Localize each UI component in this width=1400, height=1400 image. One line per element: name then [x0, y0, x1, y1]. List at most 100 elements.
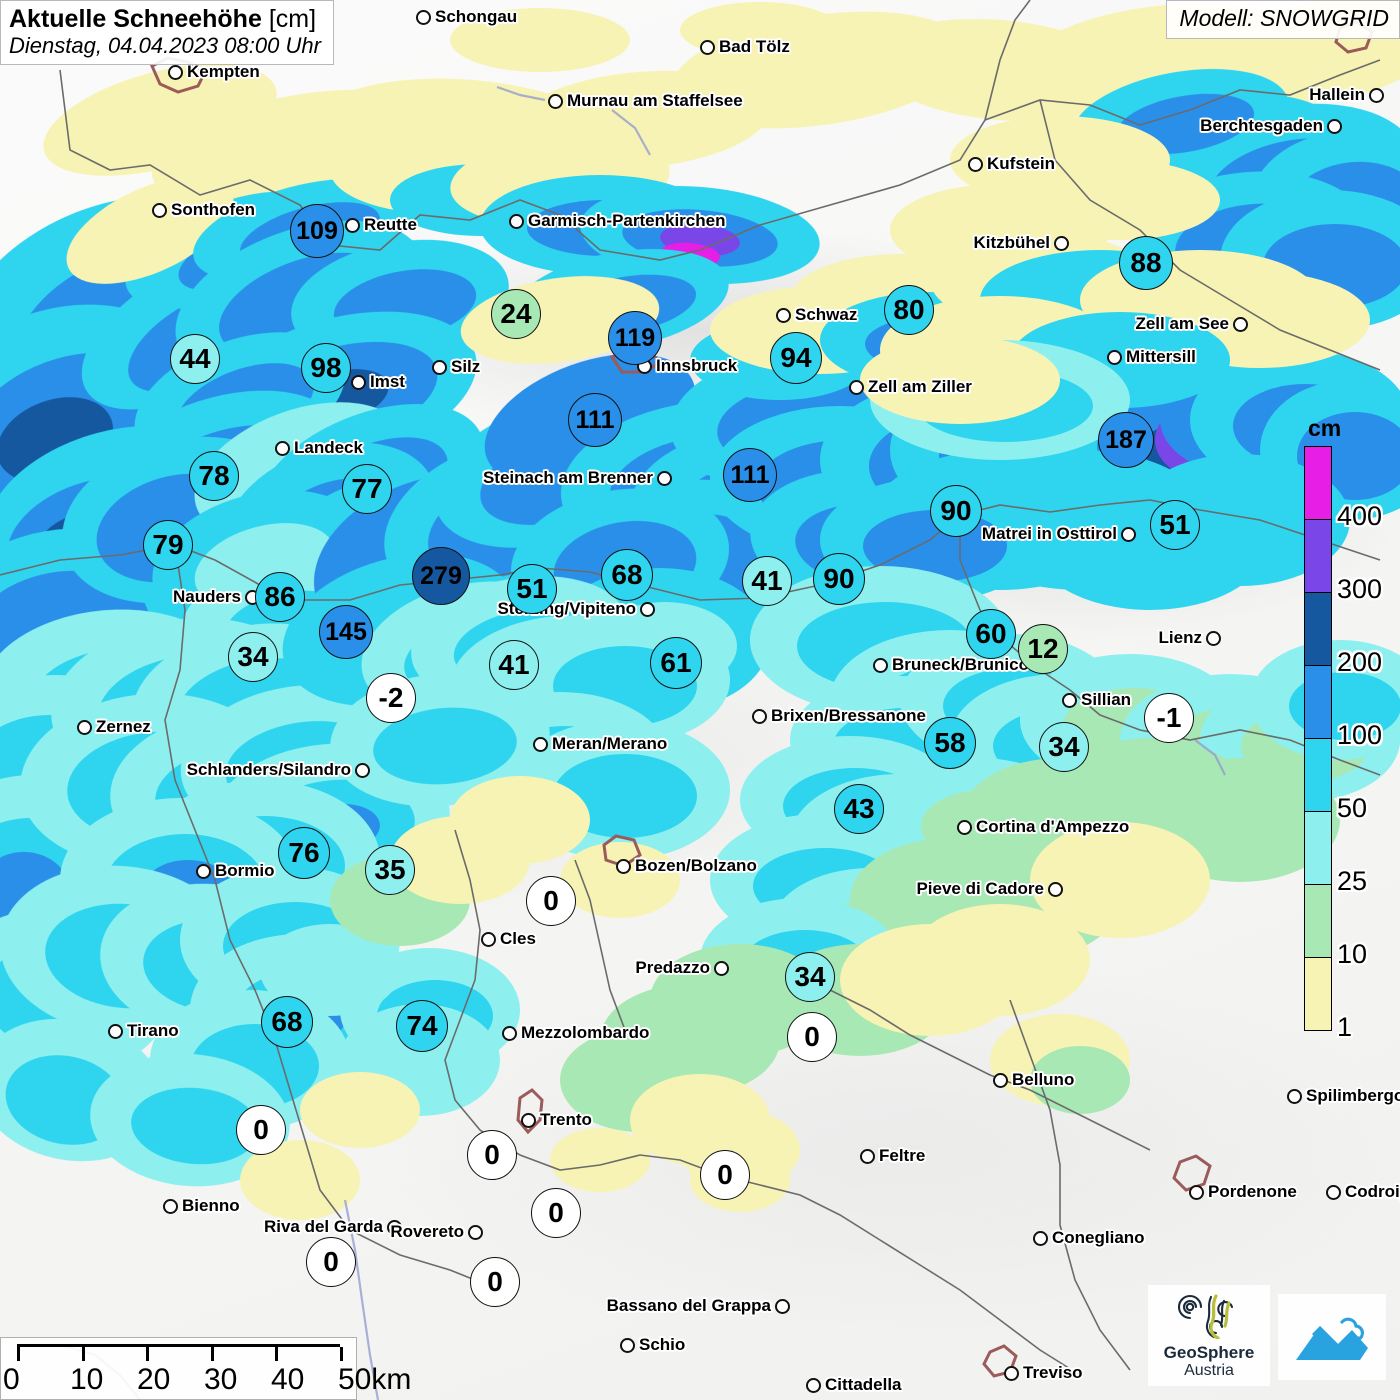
city-marker-icon: [533, 736, 548, 752]
city-marker-icon: [355, 762, 370, 778]
station-value-marker[interactable]: 119: [608, 311, 662, 365]
city-name: Cortina d'Ampezzo: [976, 817, 1130, 836]
station-value-marker[interactable]: 12: [1018, 624, 1068, 674]
station-value-marker[interactable]: 35: [365, 845, 415, 895]
station-value-marker[interactable]: 58: [924, 717, 976, 769]
station-value-marker[interactable]: 90: [813, 553, 865, 605]
city-name: Bozen/Bolzano: [635, 856, 757, 875]
city-label: Kitzbühel: [974, 233, 1069, 253]
station-value-marker[interactable]: 0: [306, 1237, 356, 1287]
geosphere-logo: GeoSphere Austria: [1148, 1284, 1270, 1386]
legend-band-25: 25: [1305, 811, 1367, 896]
city-name: Mezzolombardo: [521, 1023, 650, 1042]
city-name: Zell am See: [1135, 314, 1229, 333]
legend-unit-label: cm: [1308, 415, 1342, 441]
city-marker-icon: [152, 202, 167, 218]
station-value-marker[interactable]: -2: [366, 673, 416, 723]
station-value-marker[interactable]: 68: [261, 996, 313, 1048]
station-value-marker[interactable]: 60: [966, 609, 1016, 659]
station-value-marker[interactable]: 98: [301, 343, 351, 393]
city-name: Garmisch-Partenkirchen: [528, 211, 726, 230]
legend-label-50: 50: [1337, 793, 1368, 823]
city-label: Bruneck/Brunico: [873, 655, 1029, 675]
station-value-marker[interactable]: 0: [526, 876, 576, 926]
city-label: Predazzo: [635, 958, 729, 978]
station-value-marker[interactable]: 78: [189, 451, 239, 501]
city-name: Steinach am Brenner: [482, 468, 653, 487]
station-value-marker[interactable]: 77: [342, 464, 392, 514]
station-value-marker[interactable]: 41: [489, 640, 539, 690]
scale-tick: [81, 1347, 85, 1361]
city-label: Bozen/Bolzano: [616, 856, 757, 876]
station-value-marker[interactable]: 41: [742, 556, 792, 606]
station-value-marker[interactable]: 34: [785, 952, 835, 1002]
model-name: Modell: SNOWGRID: [1179, 5, 1389, 31]
station-value-marker[interactable]: 0: [467, 1130, 517, 1180]
station-value-marker[interactable]: 43: [834, 784, 884, 834]
snow-contour-patch: [450, 776, 590, 864]
station-value-marker[interactable]: 279: [412, 547, 470, 605]
station-value-marker[interactable]: 79: [143, 520, 193, 570]
legend-label-400: 400: [1337, 501, 1383, 531]
city-label: Conegliano: [1033, 1228, 1145, 1248]
city-name: Murnau am Staffelsee: [567, 91, 743, 110]
station-value-marker[interactable]: 145: [319, 605, 373, 659]
station-value-marker[interactable]: 0: [470, 1257, 520, 1307]
station-value-marker[interactable]: 111: [568, 393, 622, 447]
station-value-marker[interactable]: 74: [396, 1000, 448, 1052]
station-value-marker[interactable]: 187: [1098, 412, 1154, 468]
station-value-marker[interactable]: 34: [228, 632, 278, 682]
station-value-marker[interactable]: 86: [255, 572, 305, 622]
station-value-marker[interactable]: 90: [930, 485, 982, 537]
station-value-marker[interactable]: 88: [1119, 236, 1173, 290]
station-value-marker[interactable]: -1: [1144, 693, 1194, 743]
station-value-marker[interactable]: 0: [700, 1150, 750, 1200]
city-marker-icon: [108, 1023, 123, 1039]
snow-contour-patch: [550, 1128, 650, 1192]
city-name: Feltre: [879, 1146, 926, 1165]
station-value-marker[interactable]: 76: [278, 827, 330, 879]
city-name: Zernez: [96, 717, 151, 736]
city-label: Meran/Merano: [533, 734, 667, 754]
city-label: Berchtesgaden: [1200, 116, 1342, 136]
station-value-marker[interactable]: 51: [507, 564, 557, 614]
geosphere-logo-name: GeoSphere: [1163, 1342, 1255, 1362]
city-name: Matrei in Osttirol: [981, 524, 1117, 543]
city-label: Steinach am Brenner: [483, 468, 672, 488]
legend-label-100: 100: [1337, 720, 1383, 750]
city-name: Berchtesgaden: [1200, 116, 1323, 135]
snow-service-logo: [1278, 1294, 1386, 1380]
city-name: Landeck: [294, 438, 363, 457]
city-marker-icon: [468, 1224, 483, 1240]
station-value-marker[interactable]: 61: [650, 637, 702, 689]
station-value-marker[interactable]: 109: [290, 204, 344, 258]
station-value-marker[interactable]: 24: [491, 289, 541, 339]
city-marker-icon: [1062, 692, 1077, 708]
station-value-marker[interactable]: 0: [787, 1012, 837, 1062]
city-label: Murnau am Staffelsee: [548, 91, 743, 111]
legend-band-300: 300: [1305, 519, 1382, 604]
station-value-marker[interactable]: 0: [236, 1105, 286, 1155]
scale-tick: [210, 1347, 214, 1361]
scale-bar-labels: 0 10 20 30 40 50km: [3, 1363, 411, 1397]
station-value-marker[interactable]: 94: [770, 332, 822, 384]
city-label: Zernez: [77, 717, 151, 737]
city-marker-icon: [163, 1198, 178, 1214]
city-label: Cittadella: [806, 1375, 902, 1395]
city-marker-icon: [387, 1219, 402, 1235]
city-label: Nauders: [173, 587, 260, 607]
station-value-marker[interactable]: 51: [1150, 500, 1200, 550]
legend-band-100: 100: [1305, 665, 1382, 750]
station-value-marker[interactable]: 68: [601, 549, 653, 601]
station-value-marker[interactable]: 0: [531, 1188, 581, 1238]
city-label: Bassano del Grappa: [607, 1296, 790, 1316]
station-value-marker[interactable]: 44: [170, 334, 220, 384]
station-value-marker[interactable]: 34: [1039, 722, 1089, 772]
city-label: Pieve di Cadore: [916, 879, 1063, 899]
scale-tick: [340, 1347, 343, 1361]
city-label: Kufstein: [968, 154, 1055, 174]
station-value-marker[interactable]: 80: [884, 285, 934, 335]
city-name: Schlanders/Silandro: [186, 760, 351, 779]
station-value-marker[interactable]: 111: [723, 448, 777, 502]
